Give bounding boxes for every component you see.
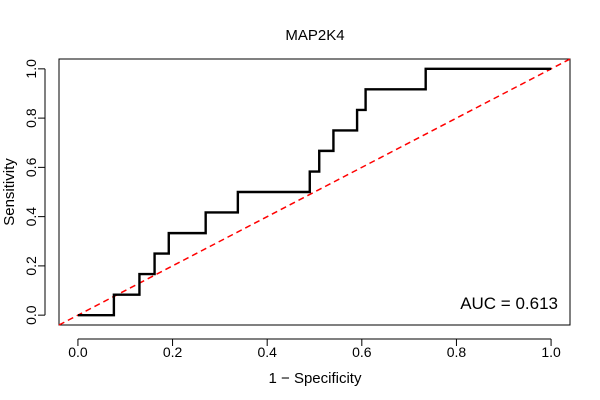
y-tick-label: 0.8	[23, 108, 39, 128]
x-tick-label: 0.6	[352, 344, 372, 360]
chart-title: MAP2K4	[285, 27, 344, 44]
plot-content: 0.0 0.2 0.4 0.6 0.8 1.0 0.0 0.2 0.4 0.6 0.8 1.0	[23, 58, 571, 360]
y-axis-label: Sensitivity	[1, 158, 18, 226]
y-tick-label: 0.2	[23, 256, 39, 276]
x-tick-label: 1.0	[541, 344, 561, 360]
y-tick-label: 0.4	[23, 207, 39, 227]
x-tick-label: 0.2	[163, 344, 183, 360]
y-tick-label: 0.0	[23, 305, 39, 325]
auc-annotation: AUC = 0.613	[460, 294, 558, 313]
x-tick-label: 0.4	[257, 344, 277, 360]
reference-line	[58, 58, 571, 326]
y-tick-label: 0.6	[23, 157, 39, 177]
x-tick-label: 0.0	[68, 344, 88, 360]
roc-curve	[77, 67, 552, 317]
x-tick-label: 0.8	[447, 344, 467, 360]
x-axis-label: 1 − Specificity	[269, 370, 362, 387]
y-tick-label: 1.0	[23, 59, 39, 79]
plot-frame	[58, 58, 571, 326]
